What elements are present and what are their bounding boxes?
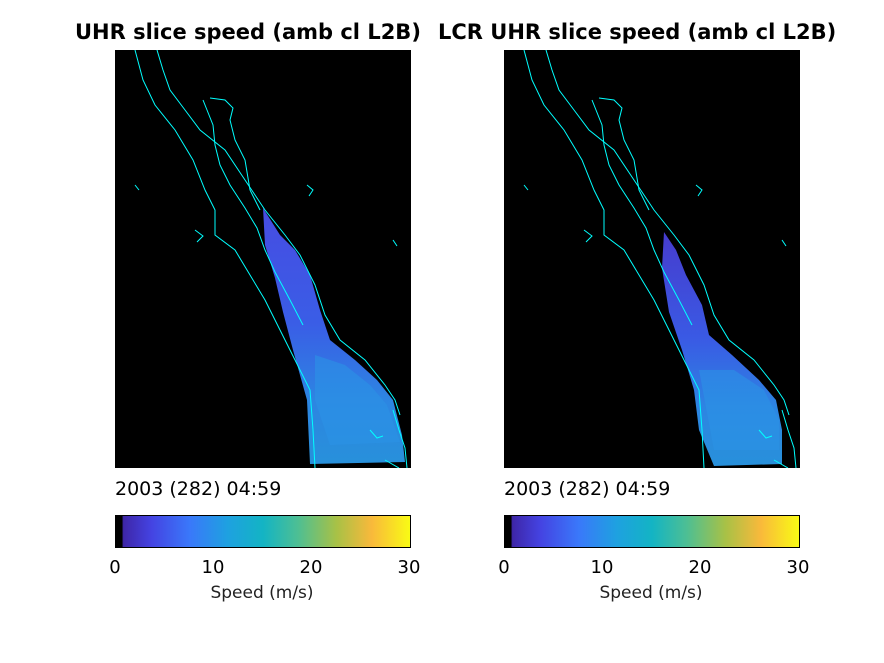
panel-lcr-uhr: LCR UHR slice speed (amb cl L2B) 2003 (2… bbox=[438, 0, 880, 663]
colorbar-tick: 30 bbox=[397, 557, 421, 578]
speed-map bbox=[504, 50, 800, 468]
timestamp: 2003 (282) 04:59 bbox=[115, 478, 282, 500]
timestamp: 2003 (282) 04:59 bbox=[504, 478, 671, 500]
wind-swath-highlight bbox=[315, 355, 400, 445]
coastline bbox=[134, 50, 408, 468]
panel-uhr: UHR slice speed (amb cl L2B) 2003 (282) … bbox=[0, 0, 440, 663]
colorbar-tick: 30 bbox=[786, 557, 810, 578]
colorbar-tick: 10 bbox=[590, 557, 614, 578]
speed-map bbox=[115, 50, 411, 468]
colorbar-label: Speed (m/s) bbox=[599, 583, 703, 603]
colorbar-tick: 20 bbox=[299, 557, 323, 578]
colorbar-label: Speed (m/s) bbox=[210, 583, 314, 603]
colorbar-tick: 10 bbox=[201, 557, 225, 578]
coastline bbox=[523, 50, 797, 468]
colorbar-tick: 0 bbox=[109, 557, 121, 578]
panel-title: LCR UHR slice speed (amb cl L2B) bbox=[438, 20, 837, 44]
colorbar bbox=[504, 515, 800, 548]
panel-title: UHR slice speed (amb cl L2B) bbox=[75, 20, 421, 44]
colorbar-tick: 20 bbox=[688, 557, 712, 578]
colorbar bbox=[115, 515, 411, 548]
colorbar-tick: 0 bbox=[498, 557, 510, 578]
